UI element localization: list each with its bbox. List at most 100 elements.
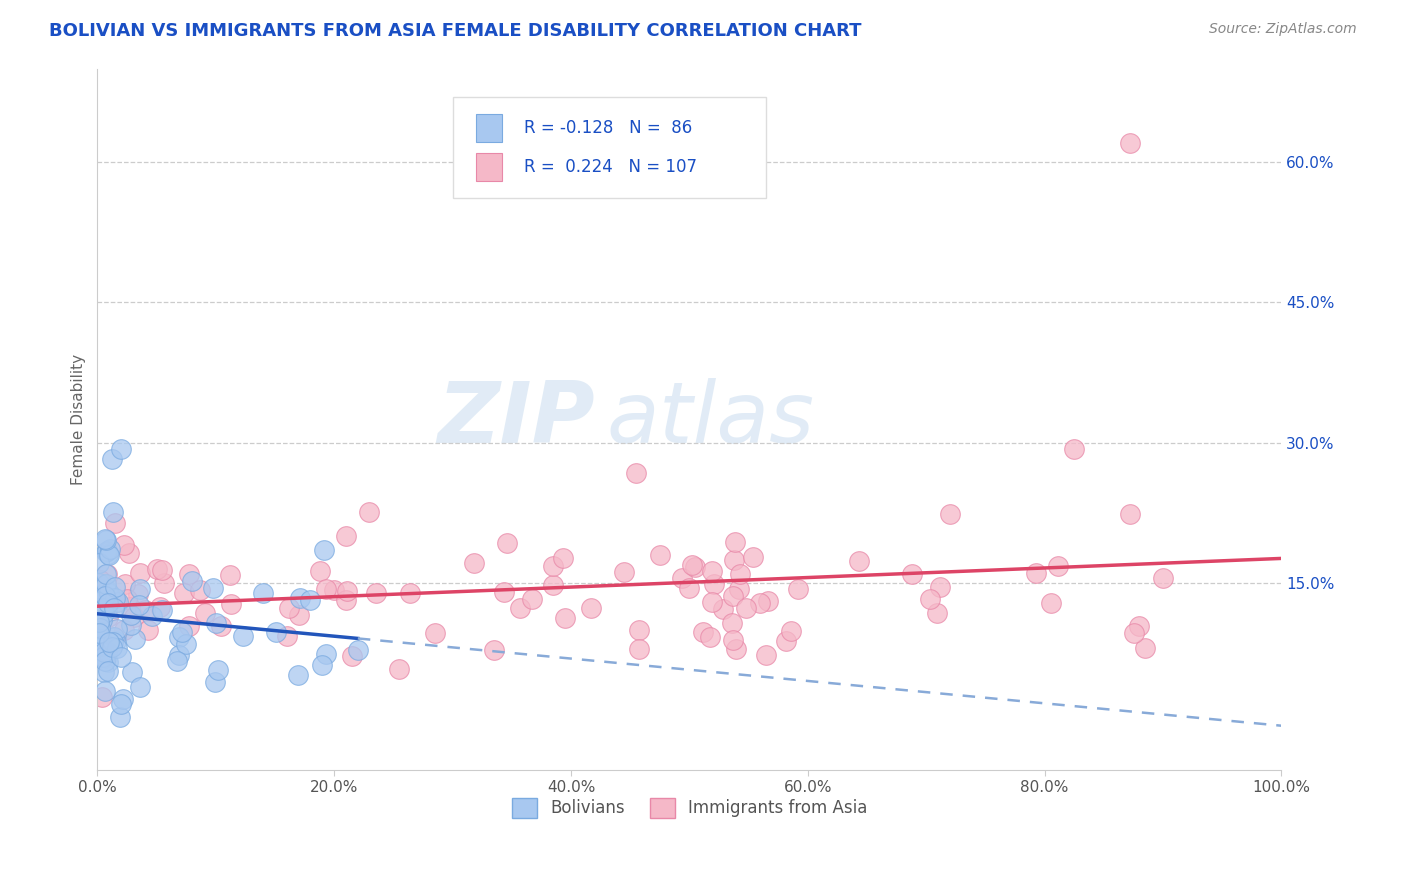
- Point: [94, 590, 117, 604]
- Point: [100, 640, 122, 654]
- Point: [120, 608, 142, 623]
- Point: [314, 542, 336, 557]
- Point: [901, 566, 924, 581]
- Point: [724, 641, 747, 656]
- Point: [104, 595, 127, 609]
- Point: [141, 609, 163, 624]
- Point: [509, 601, 531, 615]
- Point: [96, 567, 118, 582]
- Y-axis label: Female Disability: Female Disability: [72, 354, 86, 485]
- Point: [172, 624, 194, 639]
- Point: [681, 558, 703, 572]
- Point: [742, 550, 765, 565]
- Point: [91, 614, 114, 628]
- Point: [920, 592, 942, 607]
- Point: [1128, 619, 1150, 633]
- Point: [554, 611, 576, 625]
- Point: [278, 600, 301, 615]
- Point: [848, 554, 870, 568]
- Legend: Bolivians, Immigrants from Asia: Bolivians, Immigrants from Asia: [505, 791, 875, 825]
- Point: [91, 690, 114, 704]
- Point: [120, 618, 142, 632]
- Point: [89, 621, 111, 635]
- Point: [627, 642, 650, 657]
- Point: [541, 559, 564, 574]
- Point: [721, 589, 744, 603]
- Point: [103, 630, 125, 644]
- Point: [780, 624, 803, 638]
- Point: [927, 606, 949, 620]
- Point: [202, 582, 225, 596]
- Point: [96, 601, 118, 615]
- Point: [90, 597, 112, 611]
- Point: [87, 576, 110, 591]
- Point: [87, 615, 110, 630]
- Point: [678, 582, 700, 596]
- Point: [114, 576, 136, 591]
- Point: [93, 606, 115, 620]
- Point: [755, 648, 778, 663]
- Point: [105, 641, 128, 656]
- Point: [91, 600, 114, 615]
- Point: [1039, 596, 1062, 610]
- FancyBboxPatch shape: [477, 114, 502, 142]
- Point: [107, 594, 129, 608]
- Point: [482, 643, 505, 657]
- Point: [90, 605, 112, 619]
- Point: [315, 582, 337, 596]
- Point: [87, 625, 110, 640]
- Point: [136, 623, 159, 637]
- Point: [94, 651, 117, 665]
- Point: [101, 634, 124, 648]
- Point: [179, 618, 201, 632]
- Point: [492, 585, 515, 599]
- Point: [207, 663, 229, 677]
- Point: [724, 535, 747, 549]
- Point: [721, 632, 744, 647]
- Point: [1119, 507, 1142, 521]
- Point: [1025, 566, 1047, 581]
- Point: [110, 650, 132, 665]
- Point: [463, 556, 485, 570]
- Point: [181, 574, 204, 588]
- Point: [100, 451, 122, 466]
- Point: [104, 634, 127, 648]
- Point: [190, 582, 212, 597]
- Point: [692, 624, 714, 639]
- Point: [166, 654, 188, 668]
- Point: [94, 532, 117, 546]
- Point: [103, 601, 125, 615]
- Point: [121, 665, 143, 679]
- Point: [124, 632, 146, 647]
- Point: [128, 566, 150, 581]
- Point: [90, 632, 112, 646]
- Point: [276, 629, 298, 643]
- Point: [93, 601, 115, 615]
- Point: [359, 505, 381, 519]
- Point: [96, 576, 118, 591]
- Point: [112, 692, 135, 706]
- Point: [179, 566, 201, 581]
- Point: [98, 548, 121, 562]
- Point: [723, 553, 745, 567]
- Point: [94, 567, 117, 582]
- Point: [749, 596, 772, 610]
- Point: [97, 586, 120, 600]
- Point: [939, 507, 962, 521]
- Point: [93, 601, 115, 615]
- Point: [96, 645, 118, 659]
- Point: [1046, 558, 1069, 573]
- Point: [775, 634, 797, 648]
- Point: [347, 643, 370, 657]
- Point: [146, 562, 169, 576]
- Point: [1152, 571, 1174, 585]
- Point: [671, 571, 693, 585]
- Point: [105, 623, 128, 637]
- Point: [90, 639, 112, 653]
- Point: [342, 649, 364, 664]
- Text: R =  0.224   N = 107: R = 0.224 N = 107: [523, 158, 696, 176]
- Point: [94, 654, 117, 668]
- Point: [364, 586, 387, 600]
- Point: [103, 630, 125, 644]
- Point: [734, 601, 756, 615]
